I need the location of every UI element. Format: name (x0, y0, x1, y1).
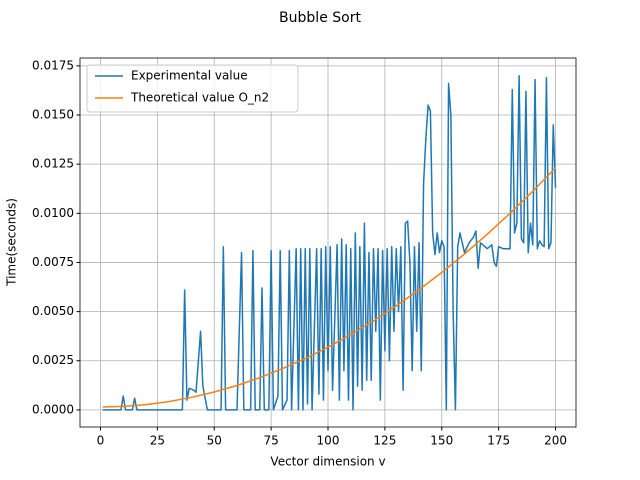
x-tick-label: 175 (487, 434, 510, 448)
x-tick-label: 75 (263, 434, 278, 448)
legend-box (86, 64, 299, 113)
x-tick-label: 100 (317, 434, 340, 448)
x-tick-label: 25 (150, 434, 165, 448)
y-tick-label: 0.0050 (32, 304, 74, 318)
x-tick-label: 50 (207, 434, 222, 448)
y-tick-label: 0.0100 (32, 206, 74, 220)
y-tick-label: 0.0175 (32, 58, 74, 72)
data-line (102, 167, 557, 408)
x-tick-label: 0 (97, 434, 105, 448)
chart-title: Bubble Sort (279, 10, 361, 26)
y-axis-label: Time(seconds) (5, 198, 19, 287)
data-line (102, 74, 557, 411)
legend-label: Theoretical value O_n2 (130, 91, 269, 105)
x-tick-label: 125 (373, 434, 396, 448)
x-tick-label: 150 (430, 434, 453, 448)
y-tick-label: 0.0000 (32, 402, 74, 416)
x-axis-label: Vector dimension v (270, 455, 385, 469)
legend-label: Experimental value (131, 69, 248, 83)
y-tick-label: 0.0150 (32, 108, 74, 122)
y-tick-label: 0.0125 (32, 157, 74, 171)
y-tick-label: 0.0075 (32, 255, 74, 269)
x-tick-label: 200 (544, 434, 567, 448)
plot-frame (79, 57, 577, 428)
y-tick-label: 0.0025 (32, 353, 74, 367)
